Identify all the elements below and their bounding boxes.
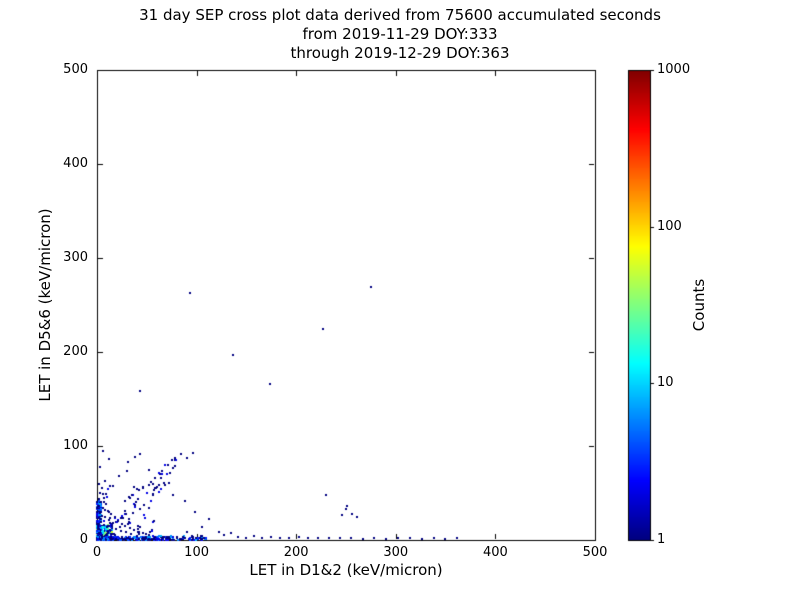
y-tick-label: 300: [63, 250, 88, 265]
colorbar-tick-label: 1: [657, 532, 666, 547]
colorbar-tick-label: 1000: [657, 62, 691, 77]
y-tick-label: 400: [63, 156, 88, 171]
y-tick-label: 100: [63, 438, 88, 453]
y-tick-label: 500: [63, 62, 88, 77]
y-tick-label: 200: [63, 344, 88, 359]
colorbar-label: Counts: [690, 278, 708, 332]
x-tick-label: 400: [482, 545, 508, 560]
x-tick-label: 300: [383, 545, 409, 560]
x-tick-label: 200: [283, 545, 309, 560]
y-tick-label: 0: [79, 532, 88, 547]
y-axis-label: LET in D5&6 (keV/micron): [36, 208, 54, 402]
x-tick-label: 0: [92, 545, 102, 560]
colorbar-tick-label: 100: [657, 218, 682, 234]
x-tick-label: 100: [184, 545, 209, 560]
colorbar-tick-label: 10: [657, 375, 674, 391]
x-tick-label: 500: [582, 545, 608, 560]
x-axis-label: LET in D1&2 (keV/micron): [249, 561, 443, 579]
